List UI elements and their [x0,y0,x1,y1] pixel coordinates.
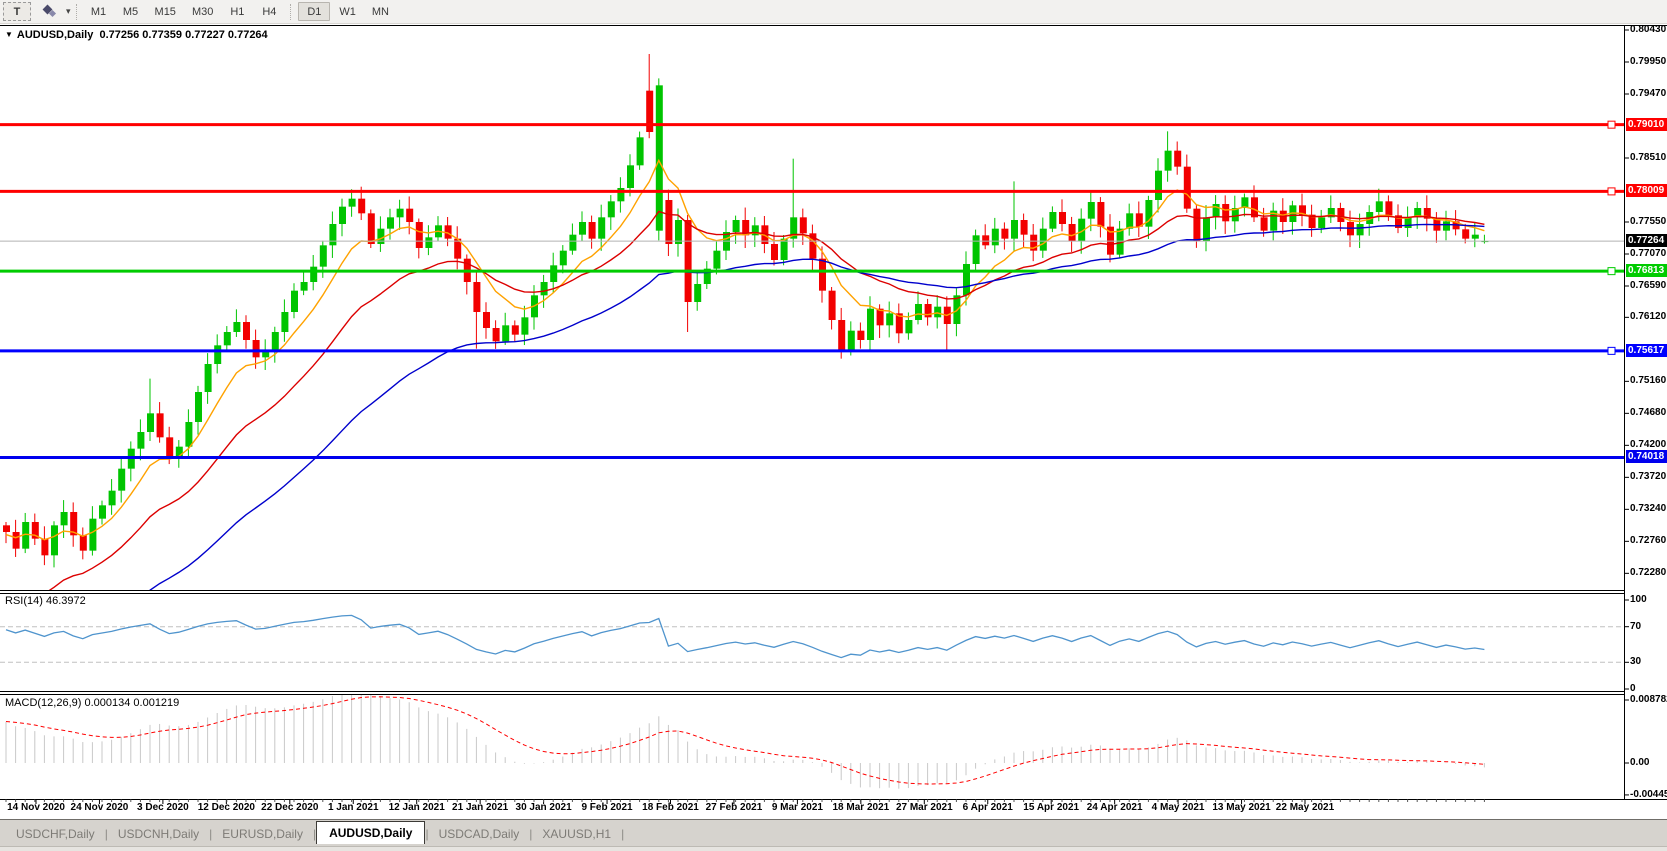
price-axis-tick: 0.80430 [1630,24,1667,35]
level-marker-square [1607,346,1616,355]
macd-indicator-label: MACD(12,26,9) 0.000134 0.001219 [5,697,180,709]
price-axis-tick: 0.77070 [1630,248,1667,259]
timeframe-button-M30[interactable]: M30 [191,5,214,18]
chart-tab-eurusd[interactable]: EURUSD,Daily [222,826,303,841]
date-axis-label: 22 May 2021 [1275,802,1335,813]
text-tool-button[interactable]: T [3,2,31,21]
price-level-label[interactable]: 0.76813 [1626,264,1667,278]
tab-separator: | [529,826,533,841]
date-axis-label: 18 Feb 2021 [642,802,699,813]
level-marker-square [1607,187,1616,196]
toolbar-separator [290,3,292,20]
date-axis-label: 9 Mar 2021 [771,802,823,813]
timeframe-button-M5[interactable]: M5 [122,5,139,18]
macd-axis-label: -0.00445 [1630,788,1667,800]
price-level-label[interactable]: 0.74018 [1626,450,1667,464]
timeframe-button-M1[interactable]: M1 [90,5,107,18]
price-axis-tick: 0.72760 [1630,535,1667,547]
date-axis-label: 24 Apr 2021 [1086,802,1143,813]
chart-tab-xauusd[interactable]: XAUUSD,H1 [542,826,612,841]
date-axis-label: 24 Nov 2020 [70,802,129,813]
candlestick-series [3,54,1489,568]
price-level-label[interactable]: 0.75617 [1626,343,1667,357]
price-axis-tick: 0.74200 [1630,439,1667,451]
tab-separator: | [621,826,625,841]
rsi-axis-label: 70 [1630,620,1642,632]
date-axis-label: 9 Feb 2021 [581,802,633,813]
chart-tab-bar: USDCHF,Daily | USDCNH,Daily | EURUSD,Daily | A… [0,819,1667,847]
rsi-axis-label: 0 [1630,683,1636,694]
chart-title: ▼ AUDUSD,Daily 0.77256 0.77359 0.77227 0.… [5,29,268,41]
date-axis-label: 6 Apr 2021 [962,802,1013,813]
date-axis-label: 4 May 2021 [1151,802,1205,813]
date-axis-label: 12 Dec 2020 [197,802,255,813]
macd-signal-line [5,696,1485,785]
date-axis-label: 30 Jan 2021 [515,802,572,813]
date-axis-label: 15 Apr 2021 [1023,802,1080,813]
price-axis-tick: 0.79470 [1630,88,1667,99]
chart-tab-usdcnh[interactable]: USDCNH,Daily [117,826,200,841]
date-axis-label: 13 May 2021 [1212,802,1271,813]
price-axis-tick: 0.73240 [1630,503,1667,515]
collapse-triangle-icon[interactable]: ▼ [5,30,13,39]
cursor-tool-button[interactable] [40,3,64,20]
price-axis-tick: 0.74680 [1630,407,1667,419]
rsi-axis-label: 100 [1630,594,1647,605]
ma-line-45 [149,223,1485,590]
timeframe-button-MN[interactable]: MN [371,5,389,18]
date-axis-label: 27 Feb 2021 [705,802,763,813]
level-marker-square [1607,120,1616,129]
tab-separator: | [209,826,213,841]
chart-symbol-period: AUDUSD,Daily [16,29,94,41]
date-axis-label: 14 Nov 2020 [7,802,65,813]
level-marker-square [1607,267,1616,276]
date-axis-label: 1 Jan 2021 [327,802,379,813]
timeframe-button-D1[interactable]: D1 [298,2,331,21]
ma-line-20 [48,210,1485,590]
rsi-line [5,614,1485,659]
cursor-tool-icon-small [48,9,57,18]
timeframe-button-H4[interactable]: H4 [262,5,277,18]
rsi-indicator-label: RSI(14) 46.3972 [5,595,86,607]
date-axis-label: 21 Jan 2021 [452,802,509,813]
top-toolbar: T ▾ M1 M5 M15 M30 H1 H4 D1 W1 MN [0,0,1667,24]
date-axis-label: 22 Dec 2020 [261,802,319,813]
price-axis-tick: 0.76590 [1630,280,1667,291]
ma-line-8 [5,158,1485,541]
current-price-label: 0.77264 [1626,234,1667,248]
chart-ohlc-values: 0.77256 0.77359 0.77227 0.77264 [99,29,268,41]
macd-axis-label: 0.008782 [1630,694,1667,705]
toolbar-separator [75,3,78,20]
price-axis-tick: 0.79950 [1630,56,1667,67]
price-axis-tick: 0.77550 [1630,216,1667,227]
chart-tab-usdcad[interactable]: USDCAD,Daily [438,826,520,841]
tab-separator: | [425,826,429,841]
chevron-down-icon[interactable]: ▾ [66,6,71,16]
rsi-axis-label: 30 [1630,656,1642,668]
timeframe-button-W1[interactable]: W1 [339,5,356,18]
price-level-label[interactable]: 0.78009 [1626,184,1667,198]
chart-tab-usdchf[interactable]: USDCHF,Daily [16,826,95,841]
date-axis-label: 3 Dec 2020 [137,802,189,813]
price-axis-tick: 0.72280 [1630,567,1667,579]
timeframe-button-group: M1 M5 M15 M30 H1 H4 D1 W1 MN [83,2,397,21]
chart-tab-audusd[interactable]: AUDUSD,Daily [316,821,426,844]
timeframe-button-M15[interactable]: M15 [154,5,176,18]
price-axis-tick: 0.76120 [1630,311,1667,323]
macd-axis-label: 0.00 [1630,757,1650,768]
date-axis-label: 12 Jan 2021 [388,802,445,813]
tab-separator: | [312,826,317,841]
price-axis-tick: 0.78510 [1630,152,1667,163]
timeframe-button-H1[interactable]: H1 [230,5,245,18]
status-strip [0,846,1667,851]
price-axis-tick: 0.73720 [1630,471,1667,483]
price-axis-tick: 0.75160 [1630,375,1667,387]
tab-separator: | [104,826,108,841]
date-axis-label: 18 Mar 2021 [832,802,890,813]
price-level-label[interactable]: 0.79010 [1626,117,1667,131]
date-axis-label: 27 Mar 2021 [895,802,953,813]
macd-histogram [5,695,1485,789]
